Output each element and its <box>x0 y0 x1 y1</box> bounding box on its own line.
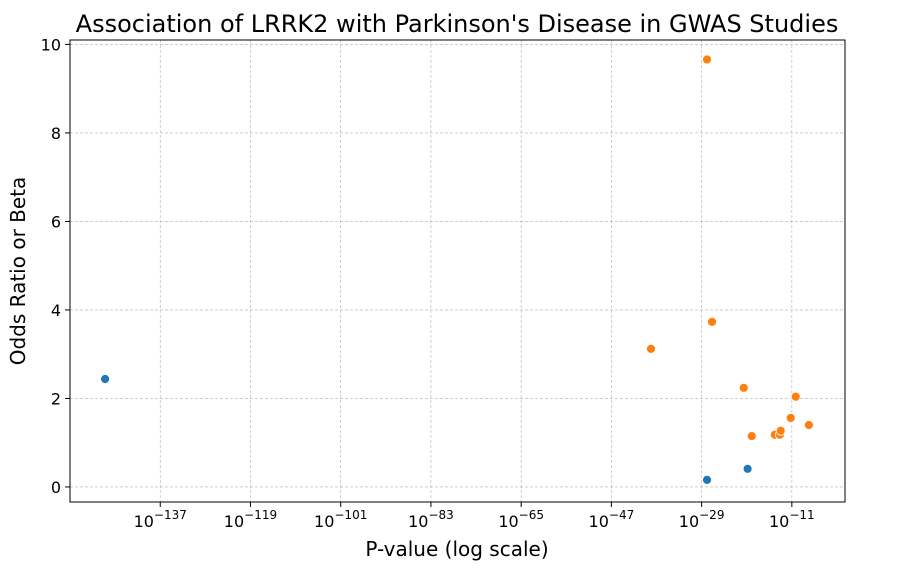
x-tick-label: 10−101 <box>314 508 367 531</box>
y-tick-label: 6 <box>51 212 61 231</box>
y-tick-label: 2 <box>51 389 61 408</box>
data-point <box>646 343 656 354</box>
data-points <box>100 54 814 485</box>
y-tick-label: 8 <box>51 124 61 143</box>
y-tick-label: 0 <box>51 478 61 497</box>
data-point <box>738 382 749 393</box>
x-tick-label: 10−29 <box>679 508 725 531</box>
x-tick-label: 10−11 <box>769 508 815 531</box>
data-point <box>702 54 712 65</box>
x-axis: 10−137 10−119 10−101 10−83 10−65 10−47 10−29 10… <box>134 502 815 531</box>
data-point <box>785 413 796 423</box>
data-point <box>775 425 786 436</box>
plot-frame <box>69 39 846 503</box>
chart-title: Association of LRRK2 with Parkinson's Di… <box>76 10 839 38</box>
x-tick-label: 10−65 <box>498 508 544 531</box>
y-tick-label: 4 <box>51 301 61 320</box>
data-point <box>803 420 814 430</box>
data-point <box>702 474 712 485</box>
x-tick-label: 10−137 <box>134 508 187 531</box>
data-point <box>790 391 801 402</box>
data-point <box>100 374 110 384</box>
x-tick-label: 10−119 <box>224 508 277 531</box>
data-point <box>742 463 753 474</box>
x-tick-label: 10−83 <box>408 508 454 531</box>
data-point <box>707 316 717 327</box>
x-tick-label: 10−47 <box>589 508 635 531</box>
grid <box>70 40 845 502</box>
y-tick-label: 10 <box>41 35 61 54</box>
data-point <box>746 431 757 441</box>
y-axis-label: Odds Ratio or Beta <box>6 177 30 366</box>
x-axis-label: P-value (log scale) <box>365 537 548 561</box>
y-axis: 0 2 4 6 8 10 <box>41 35 70 497</box>
